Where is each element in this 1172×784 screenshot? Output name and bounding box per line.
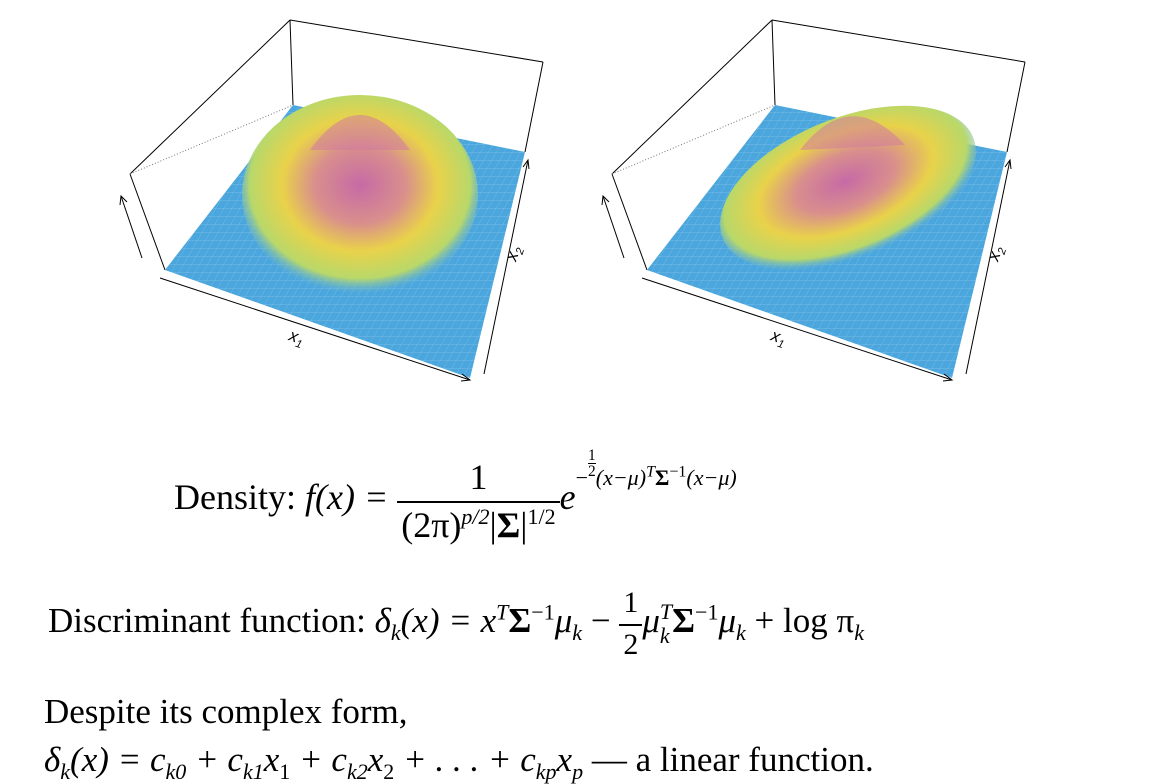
density-fraction: 1 (2π)p/2|Σ|1/2 [397, 456, 560, 543]
note-line-2: δk(x) = ck0 + ck1x1 + ck2x2 + . . . + ck… [44, 740, 874, 784]
left-plot-box [129, 19, 544, 271]
right-plot-box [611, 19, 1026, 271]
density-denominator: (2π)p/2|Σ|1/2 [397, 500, 560, 543]
left-x2-axis-label: x2 [501, 243, 527, 265]
right-plot: x1 x2 [601, 19, 1026, 382]
right-plot-axes [601, 158, 1012, 382]
right-x1-axis-label: x1 [767, 325, 789, 351]
left-surface-bump [242, 95, 478, 295]
right-surface-bump [720, 105, 976, 271]
left-plot-axes [119, 158, 530, 382]
density-exp-base: e [559, 477, 576, 518]
density-exponent: −1 2 (x−μ)TΣ−1(x−μ) [575, 447, 737, 490]
left-plot: x1 x2 [119, 19, 544, 382]
left-x1-axis-label: x1 [285, 325, 307, 351]
note-line-1: Despite its complex form, [44, 692, 408, 731]
discriminant-prefix: Discriminant function: [48, 601, 366, 641]
discriminant-equation: Discriminant function: δk(x) = xTΣ−1μk −… [48, 586, 864, 661]
density-equation: Density: f(x) = 1 (2π)p/2|Σ|1/2 e− 1 2 (x−μ… [174, 448, 737, 543]
density-lhs: f(x) = [305, 477, 389, 518]
density-prefix: Density: [174, 477, 296, 518]
density-numerator: 1 [469, 456, 488, 497]
right-x2-axis-label: x2 [983, 243, 1009, 265]
density-surface-plots: x1 x2 x1 x2 [119, 19, 1026, 382]
